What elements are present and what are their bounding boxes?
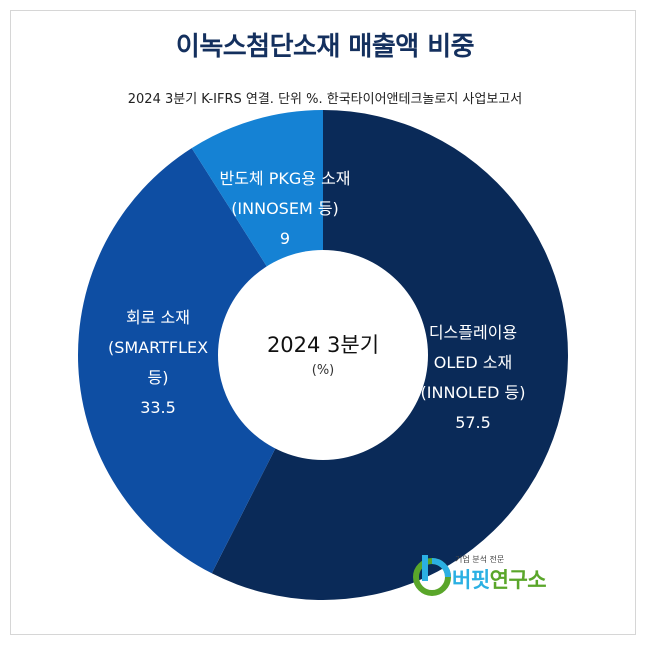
donut-slice-2 <box>77 148 323 574</box>
slice-labels: 디스플레이용 OLED 소재 (INNOLED 등) 57.5 회로 소재 (SMARTF… <box>108 169 525 432</box>
chart-subtitle: 2024 3분기 K-IFRS 연결. 단위 %. 한국타이어앤테크놀로지 사업… <box>127 92 523 107</box>
donut-hole <box>218 250 428 460</box>
center-sublabel: (%) <box>312 363 335 378</box>
slice-label-2-line-2: (SMARTFLEX <box>108 338 208 357</box>
center-label: 2024 3분기 <box>267 333 379 357</box>
slice-label-2-line-3: 등) <box>148 368 169 387</box>
slice-label-2-line-1: 회로 소재 <box>126 308 190 327</box>
slice-label-3-line-1: 반도체 PKG용 소재 <box>219 169 350 188</box>
slice-label-1-line-1: 디스플레이용 <box>429 323 517 342</box>
slice-value-1: 57.5 <box>455 413 491 432</box>
brand-name-part1: 버핏 <box>452 568 490 592</box>
slice-value-3: 9 <box>280 229 290 248</box>
slice-label-3-line-2: (INNOSEM 등) <box>231 199 339 218</box>
brand-tagline: 기업 분석 전문 <box>455 555 505 564</box>
slice-value-2: 33.5 <box>140 398 176 417</box>
chart-title: 이녹스첨단소재 매출액 비중 <box>175 32 475 62</box>
brand-logo-icon <box>413 555 451 596</box>
slice-label-1-line-3: (INNOLED 등) <box>421 383 526 402</box>
slice-label-1-line-2: OLED 소재 <box>434 353 512 372</box>
brand-name-part2: 연구소 <box>489 568 547 592</box>
brand-name: 버핏연구소 <box>452 564 547 594</box>
